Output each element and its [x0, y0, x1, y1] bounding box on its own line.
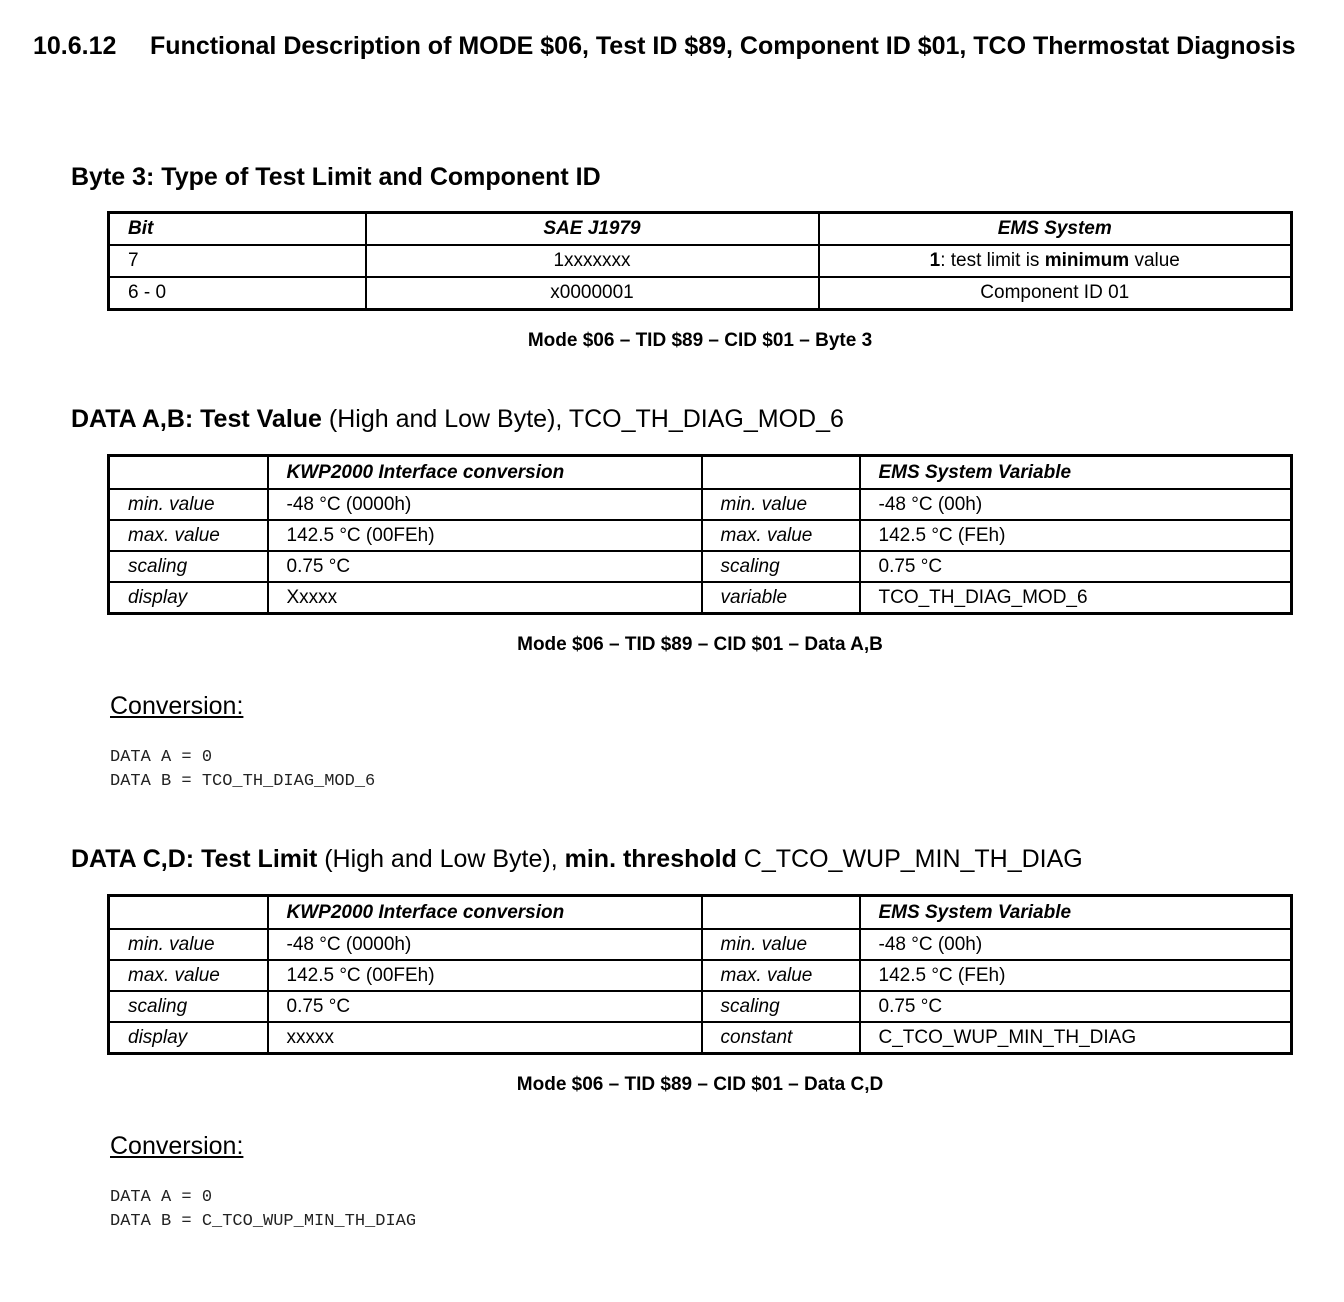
text: : test limit is	[940, 250, 1045, 271]
data-ab-table: KWP2000 Interface conversion EMS System V…	[107, 454, 1293, 615]
sae-cell: 1xxxxxxx	[364, 244, 820, 278]
value-cell: -48 °C (0000h)	[266, 928, 703, 961]
value-cell: 142.5 °C (FEh)	[858, 959, 1293, 992]
table-row: scaling 0.75 °C scaling 0.75 °C	[107, 550, 1293, 583]
data-cd-caption: Mode $06 – TID $89 – CID $01 – Data C,D	[516, 1074, 884, 1095]
table-row: max. value 142.5 °C (00FEh) max. value 142.…	[107, 959, 1293, 992]
header-cell: KWP2000 Interface conversion	[266, 454, 703, 490]
value-cell: TCO_TH_DIAG_MOD_6	[858, 581, 1293, 615]
text-bold: minimum	[1044, 250, 1130, 271]
label-cell: display	[107, 1021, 269, 1055]
label-cell: variable	[700, 581, 861, 615]
conversion-label: Conversion:	[110, 692, 244, 720]
value-cell: xxxxx	[266, 1021, 703, 1055]
label-cell: scaling	[107, 990, 269, 1023]
value-cell: Xxxxx	[266, 581, 703, 615]
table-row: 6 - 0 x0000001 Component ID 01	[107, 276, 1293, 311]
value-cell: 142.5 °C (FEh)	[858, 519, 1293, 552]
table-row: display Xxxxx variable TCO_TH_DIAG_MOD_6	[107, 581, 1293, 615]
label-cell: max. value	[107, 959, 269, 992]
data-ab-caption: Mode $06 – TID $89 – CID $01 – Data A,B	[517, 634, 883, 655]
table-header-row: Bit SAE J1979 EMS System	[107, 211, 1293, 246]
text-bold: DATA A,B: Test Value	[71, 405, 322, 433]
byte3-caption: Mode $06 – TID $89 – CID $01 – Byte 3	[527, 330, 873, 351]
label-cell: max. value	[107, 519, 269, 552]
text-bold: min. threshold	[564, 845, 737, 873]
value-cell: -48 °C (0000h)	[266, 488, 703, 521]
header-cell: EMS System	[817, 211, 1293, 246]
value-cell: -48 °C (00h)	[858, 928, 1293, 961]
text: value	[1129, 250, 1180, 271]
table-row: display xxxxx constant C_TCO_WUP_MIN_TH_DIA…	[107, 1021, 1293, 1055]
header-cell: EMS System Variable	[858, 454, 1293, 490]
label-cell: max. value	[700, 519, 861, 552]
header-cell: Bit	[107, 211, 367, 246]
ems-cell: Component ID 01	[817, 276, 1293, 311]
section-number: 10.6.12	[33, 32, 117, 60]
bit-cell: 7	[107, 244, 367, 278]
text-bold: DATA C,D: Test Limit	[71, 845, 318, 873]
bit-cell: 6 - 0	[107, 276, 367, 311]
label-cell: max. value	[700, 959, 861, 992]
header-cell	[107, 894, 269, 930]
text: C_TCO_WUP_MIN_TH_DIAG	[736, 845, 1083, 873]
text: (High and Low Byte), TCO_TH_DIAG_MOD_6	[321, 405, 844, 433]
value-cell: C_TCO_WUP_MIN_TH_DIAG	[858, 1021, 1293, 1055]
table-header-row: KWP2000 Interface conversion EMS System V…	[107, 454, 1293, 490]
conversion-code: DATA A = 0 DATA B = TCO_TH_DIAG_MOD_6	[110, 748, 376, 791]
header-cell	[700, 894, 861, 930]
label-cell: min. value	[700, 488, 861, 521]
label-cell: min. value	[107, 928, 269, 961]
data-cd-heading: DATA C,D: Test Limit (High and Low Byte)…	[71, 845, 1083, 874]
label-cell: constant	[700, 1021, 861, 1055]
label-cell: scaling	[700, 990, 861, 1023]
ems-cell: 1: test limit is minimum value	[817, 244, 1293, 278]
table-row: 7 1xxxxxxx 1: test limit is minimum valu…	[107, 244, 1293, 278]
label-cell: scaling	[107, 550, 269, 583]
header-cell	[107, 454, 269, 490]
value-cell: 0.75 °C	[858, 550, 1293, 583]
value-cell: -48 °C (00h)	[858, 488, 1293, 521]
header-cell: EMS System Variable	[858, 894, 1293, 930]
value-cell: 0.75 °C	[266, 990, 703, 1023]
section-title: Functional Description of MODE $06, Test…	[150, 32, 1296, 60]
text: (High and Low Byte),	[317, 845, 565, 873]
header-cell: SAE J1979	[364, 211, 820, 246]
data-cd-table: KWP2000 Interface conversion EMS System V…	[107, 894, 1293, 1055]
conversion-code: DATA A = 0 DATA B = C_TCO_WUP_MIN_TH_DIA…	[110, 1188, 417, 1231]
byte3-table: Bit SAE J1979 EMS System 7 1xxxxxxx 1: t…	[107, 211, 1293, 311]
sae-cell: x0000001	[364, 276, 820, 311]
conversion-label: Conversion:	[110, 1132, 244, 1160]
label-cell: scaling	[700, 550, 861, 583]
label-cell: display	[107, 581, 269, 615]
value-cell: 142.5 °C (00FEh)	[266, 519, 703, 552]
value-cell: 142.5 °C (00FEh)	[266, 959, 703, 992]
label-cell: min. value	[107, 488, 269, 521]
label-cell: min. value	[700, 928, 861, 961]
data-ab-heading: DATA A,B: Test Value (High and Low Byte)…	[71, 405, 844, 434]
table-header-row: KWP2000 Interface conversion EMS System V…	[107, 894, 1293, 930]
table-row: min. value -48 °C (0000h) min. value -48 °C…	[107, 928, 1293, 961]
header-cell: KWP2000 Interface conversion	[266, 894, 703, 930]
value-cell: 0.75 °C	[858, 990, 1293, 1023]
table-row: max. value 142.5 °C (00FEh) max. value 142.…	[107, 519, 1293, 552]
table-row: scaling 0.75 °C scaling 0.75 °C	[107, 990, 1293, 1023]
header-cell	[700, 454, 861, 490]
byte3-heading: Byte 3: Type of Test Limit and Component…	[71, 163, 601, 191]
table-row: min. value -48 °C (0000h) min. value -48 °C…	[107, 488, 1293, 521]
text-bold: 1	[929, 250, 941, 271]
value-cell: 0.75 °C	[266, 550, 703, 583]
